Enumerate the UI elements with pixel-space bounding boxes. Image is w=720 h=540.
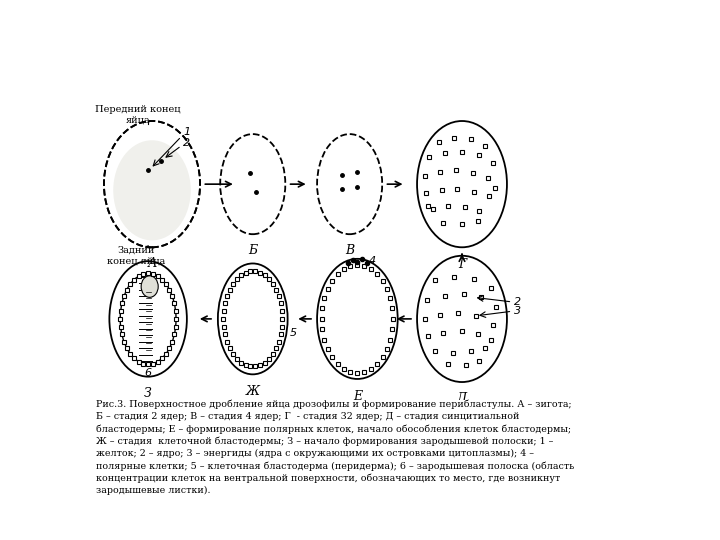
Text: Рис.3. Поверхностное дробление яйца дрозофилы и формирование перибластулы. А – з: Рис.3. Поверхностное дробление яйца дроз… (96, 400, 575, 495)
Text: 3: 3 (514, 306, 521, 316)
Ellipse shape (317, 134, 382, 234)
Ellipse shape (109, 261, 187, 377)
Text: Е: Е (353, 390, 362, 403)
Text: З: З (144, 387, 152, 400)
Ellipse shape (417, 256, 507, 382)
Text: Ж: Ж (246, 385, 260, 398)
Text: 2: 2 (183, 138, 190, 147)
Text: 1: 1 (183, 127, 190, 137)
Ellipse shape (104, 121, 200, 247)
Text: Задний
конец яйца: Задний конец яйца (107, 246, 166, 265)
Ellipse shape (220, 134, 285, 234)
Text: Д: Д (457, 392, 467, 405)
Text: В: В (345, 244, 354, 257)
Ellipse shape (120, 273, 176, 364)
Text: 5: 5 (290, 328, 297, 338)
Text: Г: Г (458, 258, 466, 271)
Ellipse shape (317, 259, 397, 379)
Ellipse shape (218, 264, 287, 374)
Text: 4: 4 (369, 256, 376, 266)
Ellipse shape (141, 276, 158, 298)
Text: А: А (148, 256, 157, 269)
Ellipse shape (113, 140, 191, 240)
Text: 6: 6 (144, 368, 151, 378)
Ellipse shape (417, 121, 507, 247)
Text: 2: 2 (514, 297, 521, 307)
Text: Передний конец
яйца: Передний конец яйца (95, 105, 181, 124)
Text: Б: Б (248, 244, 257, 257)
